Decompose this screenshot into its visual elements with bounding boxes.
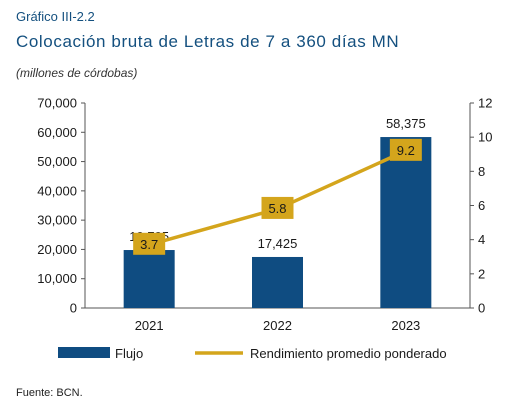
x-tick-label: 2022 bbox=[263, 318, 292, 333]
y-left-tick-label: 10,000 bbox=[37, 271, 77, 286]
y-right-tick-label: 8 bbox=[478, 164, 485, 179]
y-left-tick-label: 40,000 bbox=[37, 183, 77, 198]
point-label-box bbox=[261, 196, 294, 219]
chart-subtitle: (millones de córdobas) bbox=[16, 66, 138, 80]
point-value-label: 9.2 bbox=[397, 143, 415, 158]
bar bbox=[123, 250, 175, 308]
point-label-box bbox=[389, 138, 422, 161]
chart-kicker: Gráfico III-2.2 bbox=[16, 9, 95, 24]
y-right-tick-label: 4 bbox=[478, 232, 485, 247]
source-note: Fuente: BCN. bbox=[16, 387, 83, 399]
legend-label-line: Rendimiento promedio ponderado bbox=[250, 346, 447, 361]
x-tick-label: 2023 bbox=[391, 318, 420, 333]
y-right-tick-label: 2 bbox=[478, 266, 485, 281]
chart-title: Colocación bruta de Letras de 7 a 360 dí… bbox=[16, 32, 400, 51]
bar bbox=[380, 137, 432, 308]
legend-label-bar: Flujo bbox=[115, 346, 143, 361]
y-right-tick-label: 12 bbox=[478, 96, 492, 111]
bar-value-label: 58,375 bbox=[386, 116, 426, 131]
bar bbox=[252, 256, 303, 308]
y-left-tick-label: 30,000 bbox=[37, 213, 77, 228]
y-right-tick-label: 0 bbox=[478, 301, 485, 316]
y-left-tick-label: 70,000 bbox=[37, 96, 77, 111]
y-right-tick-label: 6 bbox=[478, 198, 485, 213]
point-value-label: 5.8 bbox=[268, 201, 286, 216]
y-left-tick-label: 50,000 bbox=[37, 154, 77, 169]
y-right-tick-label: 10 bbox=[478, 130, 492, 145]
x-tick-label: 2021 bbox=[135, 318, 164, 333]
point-value-label: 3.7 bbox=[140, 237, 158, 252]
bar-value-label: 17,425 bbox=[258, 236, 298, 251]
y-left-tick-label: 0 bbox=[70, 301, 77, 316]
point-label-box bbox=[133, 232, 166, 255]
y-left-tick-label: 60,000 bbox=[37, 125, 77, 140]
y-left-tick-label: 20,000 bbox=[37, 242, 77, 257]
legend-swatch-bar bbox=[58, 347, 110, 358]
